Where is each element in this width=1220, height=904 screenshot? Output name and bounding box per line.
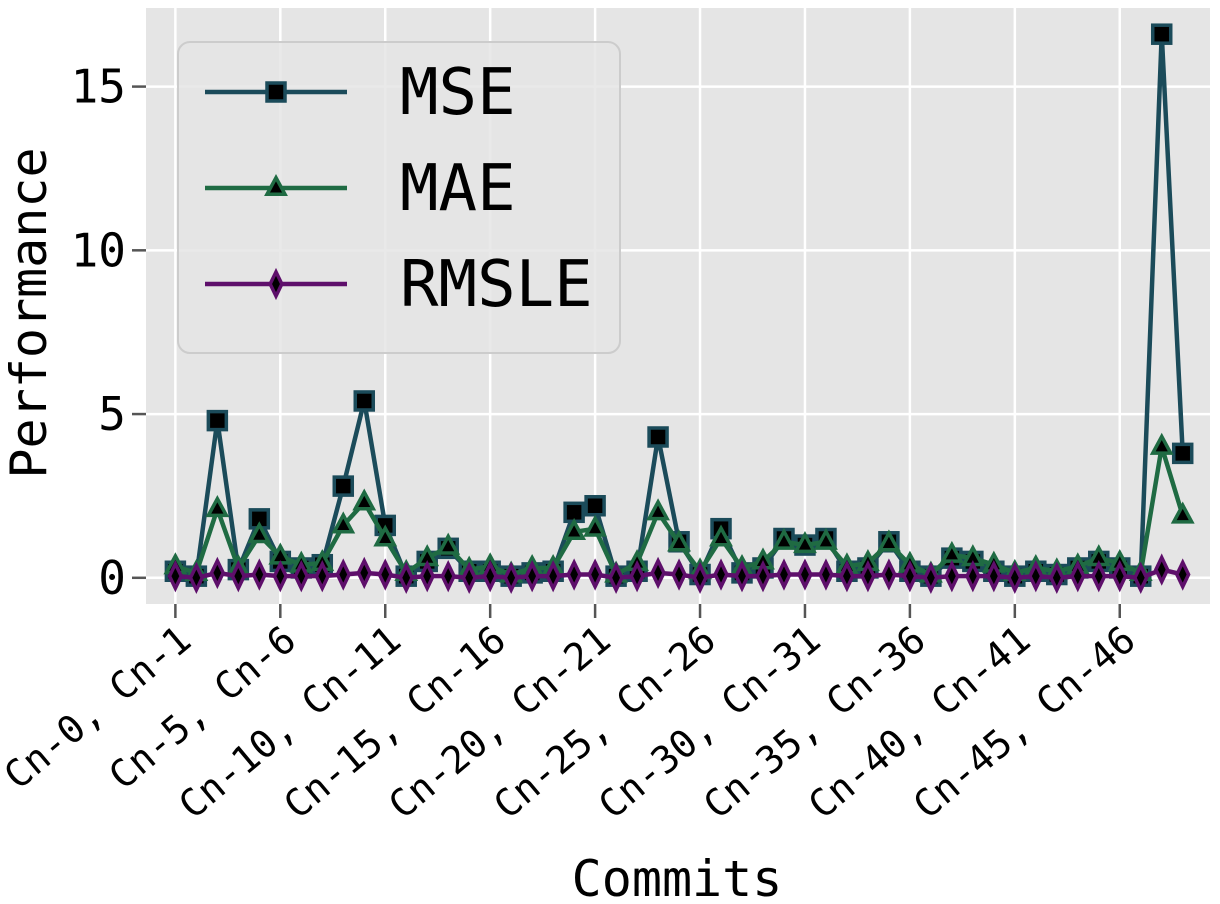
legend-label: RMSLE [400, 248, 593, 322]
rmsle-point [608, 561, 624, 594]
legend-marker [265, 81, 287, 103]
legend-label: MAE [400, 152, 516, 226]
legend: MSE MAE RMSLE [177, 41, 621, 354]
rmsle-point [545, 559, 561, 593]
y-axis: 0 5 10 15 [71, 60, 146, 605]
rmsle-point [566, 558, 582, 591]
rmsle-point [692, 561, 708, 594]
mae-point [876, 529, 901, 552]
rmsle-point [1049, 561, 1065, 594]
rmsle-point [902, 559, 918, 593]
rmsle-point [776, 558, 792, 591]
rmsle-point [230, 559, 247, 593]
mse-point [647, 426, 669, 448]
rmsle-point [755, 559, 771, 593]
y-tick-label: 15 [71, 60, 126, 114]
y-tick-label: 10 [71, 223, 126, 277]
legend-label: MSE [400, 56, 516, 130]
mse-point [206, 409, 229, 432]
rmsle-point [734, 559, 750, 593]
rmsle-point [965, 559, 981, 593]
mae-point [772, 527, 796, 550]
rmsle-point [440, 559, 456, 593]
rmsle-point [419, 559, 436, 593]
rmsle-point [377, 558, 394, 591]
rmsle-point [629, 559, 645, 593]
mae-point [646, 498, 670, 521]
rmsle-point [650, 556, 666, 590]
mae-point [436, 532, 461, 555]
mae-point [331, 511, 356, 534]
rmsle-point [398, 561, 415, 594]
mae-point [793, 531, 817, 554]
mse-point [584, 495, 606, 517]
mse-point [1171, 442, 1194, 465]
legend-marker [264, 173, 288, 197]
rmsle-point [251, 558, 268, 591]
mae-point [583, 514, 608, 537]
mae-point [562, 517, 587, 541]
rmsle-point [986, 559, 1002, 593]
rmsle-point [713, 558, 729, 591]
x-axis-label: Commits [572, 850, 783, 904]
rmsle-point [818, 558, 834, 591]
rmsle-point [188, 561, 205, 594]
rmsle-point [503, 561, 519, 594]
rmsle-point [1069, 559, 1086, 593]
rmsle-point [1174, 558, 1191, 591]
y-tick-label: 5 [98, 387, 126, 441]
y-axis-label: Performance [0, 147, 58, 478]
rmsle-point [671, 558, 687, 591]
legend-marker [268, 267, 284, 301]
rmsle-point [1132, 561, 1149, 594]
rmsle-point [1007, 561, 1023, 594]
rmsle-point [482, 559, 498, 593]
mse-point [1150, 23, 1173, 45]
rmsle-point [797, 558, 813, 591]
mae-point [667, 529, 691, 552]
mae-point [1149, 432, 1174, 455]
mse-point [332, 475, 355, 497]
mae-point [814, 527, 838, 550]
rmsle-point [1028, 559, 1044, 593]
rmsle-point [335, 558, 352, 591]
rmsle-point [1153, 553, 1170, 586]
rmsle-point [272, 559, 289, 593]
mae-point [205, 495, 230, 518]
mae-point [1170, 501, 1195, 524]
rmsle-point [881, 558, 897, 591]
series-rmsle [167, 553, 1191, 594]
rmsle-point [356, 556, 373, 590]
rmsle-point [860, 559, 876, 593]
series-layer [163, 23, 1195, 594]
rmsle-point [1111, 559, 1128, 593]
rmsle-point [923, 561, 939, 594]
rmsle-point [167, 559, 184, 593]
rmsle-point [839, 559, 855, 593]
mae-point [352, 488, 377, 511]
rmsle-point [944, 559, 960, 593]
rmsle-point [524, 559, 540, 593]
mse-point [353, 390, 376, 412]
rmsle-point [1090, 559, 1107, 593]
rmsle-point [293, 559, 310, 593]
rmsle-point [461, 561, 477, 594]
rmsle-point [209, 556, 226, 590]
mae-point [373, 524, 398, 547]
rmsle-point [314, 559, 331, 593]
y-tick-label: 0 [98, 551, 126, 605]
mae-point [247, 521, 272, 544]
rmsle-point [587, 558, 603, 591]
legend-box [177, 41, 621, 354]
mae-point [709, 524, 733, 547]
